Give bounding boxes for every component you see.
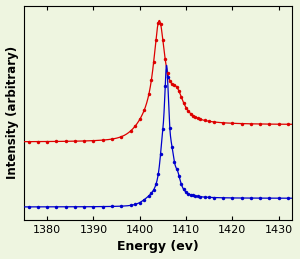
X-axis label: Energy (ev): Energy (ev) <box>117 240 199 254</box>
Y-axis label: Intensity (arbitrary): Intensity (arbitrary) <box>6 46 19 179</box>
